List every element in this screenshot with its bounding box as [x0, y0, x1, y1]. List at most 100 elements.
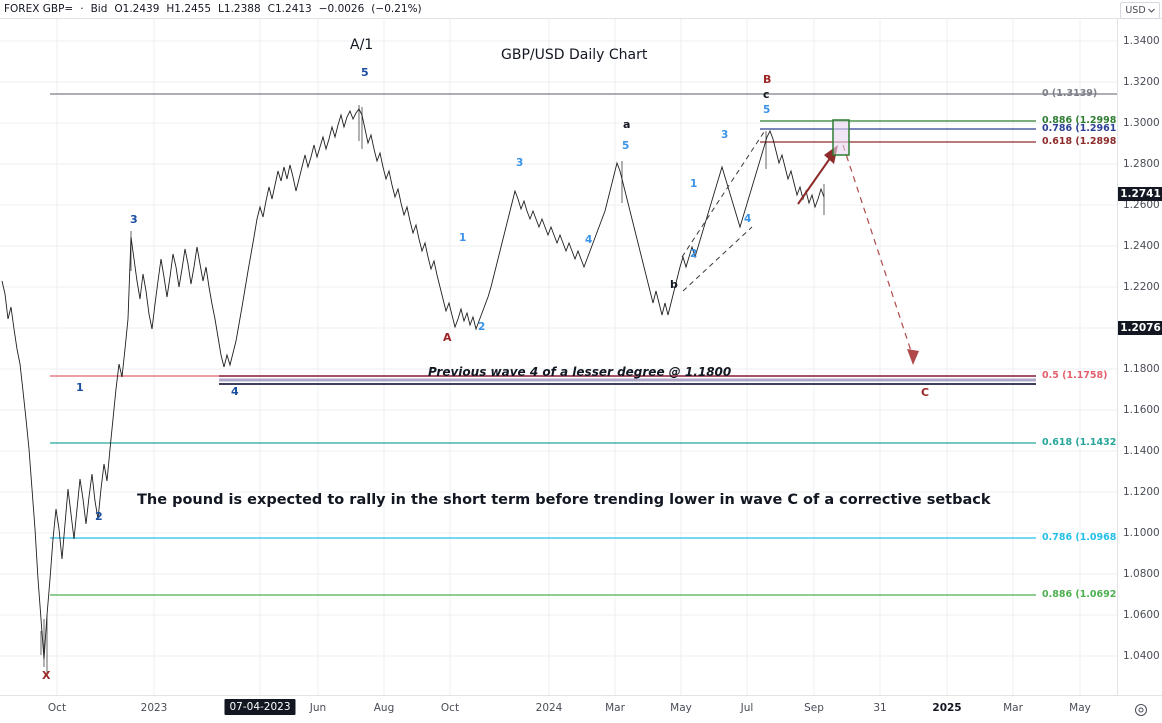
wave-label-5: 5: [763, 104, 771, 116]
price-tick: 1.1000: [1123, 527, 1160, 539]
chart-plot-area[interactable]: GBP/USD Daily Chart Previous wave 4 of a…: [0, 19, 1117, 695]
close-letter: C: [267, 3, 275, 15]
wave-label-3: 3: [130, 213, 138, 226]
fib-label-retracement: 0.786 (1.2961): [1042, 123, 1117, 134]
price-tick: 1.0600: [1123, 609, 1160, 621]
time-tick: Mar: [1003, 702, 1023, 714]
price-wicks: [40, 105, 825, 674]
wave-label-2: 2: [478, 321, 486, 333]
chart-title: GBP/USD Daily Chart: [501, 47, 648, 63]
time-tick: 2024: [535, 702, 563, 714]
time-tick: Mar: [605, 702, 625, 714]
wave-label-5: 5: [622, 140, 630, 152]
price-tick: 1.2800: [1123, 158, 1160, 170]
time-tick: May: [1069, 702, 1091, 714]
currency-selector[interactable]: USD: [1120, 2, 1160, 19]
spacer-4: [159, 3, 166, 15]
open-letter: O: [114, 3, 123, 15]
open-value: 1.2439: [122, 3, 160, 15]
wave-label-4: 4: [744, 213, 752, 225]
time-tick: May: [670, 702, 692, 714]
fib-label-right: 0 (1.3139): [1042, 88, 1098, 99]
wave-c-projection-arrow: [842, 144, 914, 358]
spacer-1: [73, 3, 80, 15]
time-tick: Oct: [440, 702, 460, 714]
wave-label-5: 5: [361, 66, 369, 79]
wave-label-x: X: [42, 669, 51, 682]
fib-label-right: 0.886 (1.0692): [1042, 589, 1117, 600]
info-separator: ·: [80, 3, 84, 15]
forecast-annotation: The pound is expected to rally in the sh…: [137, 492, 991, 508]
price-tick: 1.2200: [1123, 281, 1160, 293]
wave-label-1: 1: [459, 232, 467, 244]
wave-label-b: B: [763, 73, 772, 86]
wave-label-4: 4: [231, 385, 239, 398]
price-tick: 1.1800: [1123, 363, 1160, 375]
fib-label-right: 0.786 (1.0968): [1042, 532, 1117, 543]
spacer-2: [84, 3, 91, 15]
time-tick: Aug: [373, 702, 395, 714]
spacer-8: [364, 3, 371, 15]
close-value: 1.2413: [275, 3, 312, 15]
vertical-gridlines: [56, 19, 1081, 695]
price-tick: 1.0400: [1123, 650, 1160, 662]
wave-label-b: b: [670, 278, 678, 291]
horizontal-gridlines: [0, 40, 1117, 657]
time-tick: Sep: [804, 702, 824, 714]
wave-label-a: a: [623, 118, 631, 131]
last-price-badge: 1.2741: [1118, 187, 1162, 201]
target-zone-box: [832, 119, 850, 156]
high-value: 1.2455: [174, 3, 212, 15]
trend-channel-lines: [681, 128, 767, 292]
price-tick: 1.3200: [1123, 76, 1160, 88]
channel-upper: [681, 128, 767, 258]
price-tick: 1.2600: [1123, 199, 1160, 211]
price-tick: 1.1400: [1123, 445, 1160, 457]
symbol-label[interactable]: FOREX GBP=: [4, 3, 74, 15]
time-tick: Oct: [47, 702, 67, 714]
fib-label-retracement: 0.886 (1.2998): [1042, 115, 1117, 126]
bullish-rally-arrow: [797, 153, 834, 205]
time-tick: Jul: [740, 702, 754, 714]
wave-label-c: C: [921, 386, 930, 399]
chart-info-bar: FOREX GBP= · Bid O 1.2439 H 1.2455 L 1.2…: [0, 0, 1162, 19]
spacer-6: [261, 3, 268, 15]
chart-canvas: [0, 19, 1117, 695]
gear-icon[interactable]: [1134, 702, 1148, 716]
projection-arrowhead: [907, 349, 919, 365]
low-letter: L: [218, 3, 224, 15]
wave-label-c: c: [763, 88, 770, 101]
wave-label-4: 4: [585, 234, 593, 246]
fib-label-right: 0.5 (1.1758): [1042, 370, 1108, 381]
price-tick: 1.0800: [1123, 568, 1160, 580]
channel-lower: [682, 226, 753, 292]
time-tick: Jun: [309, 702, 327, 714]
spacer-3: [107, 3, 114, 15]
wave-label-a: A: [443, 331, 452, 344]
fib-label-right: 0.618 (1.1432): [1042, 437, 1117, 448]
chevron-down-icon: [1147, 5, 1155, 16]
price-tick: 1.2400: [1123, 240, 1160, 252]
wave-label-2: 2: [95, 510, 103, 523]
wave-label-a-1: A/1: [350, 37, 374, 53]
time-tick: 31: [873, 702, 887, 714]
quote-side-label: Bid: [90, 3, 108, 15]
wave-label-2: 2: [690, 248, 698, 260]
price-tick: 1.3000: [1123, 117, 1160, 129]
time-axis[interactable]: Oct 2023 07-04-2023 Jun Aug Oct 2024 Mar May Jul S…: [0, 695, 1162, 723]
wave-label-3: 3: [516, 157, 524, 169]
price-series: [1, 108, 825, 660]
secondary-price-badge: 1.2076: [1118, 321, 1162, 335]
time-tick: 2023: [140, 702, 168, 714]
high-letter: H: [166, 3, 175, 15]
wave-label-3: 3: [721, 129, 729, 141]
spacer-7: [312, 3, 319, 15]
price-tick: 1.1600: [1123, 404, 1160, 416]
currency-label: USD: [1125, 5, 1146, 16]
spacer-5: [211, 3, 218, 15]
price-axis[interactable]: 1.3400 1.3200 1.3000 1.2800 1.2600 1.2400 1.22…: [1117, 19, 1162, 695]
wave-label-1: 1: [76, 381, 84, 394]
price-tick: 1.1200: [1123, 486, 1160, 498]
time-tick: 07-04-2023: [224, 699, 296, 715]
change-value: −0.0026: [318, 3, 365, 15]
